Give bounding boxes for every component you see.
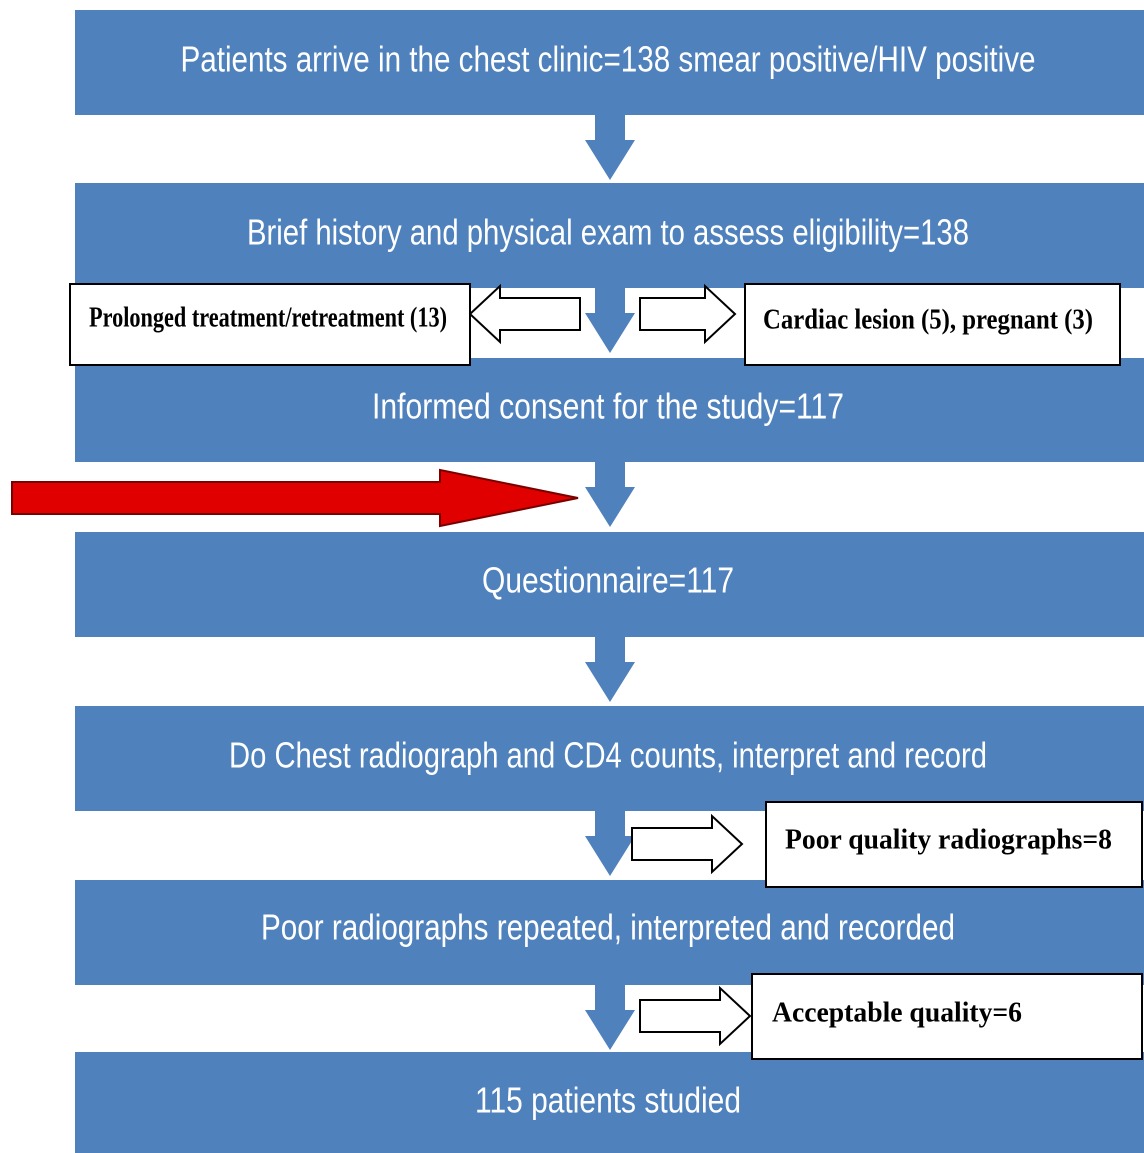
hollow-arrows — [468, 283, 752, 1047]
step-label: Brief history and physical exam to asses… — [247, 212, 969, 253]
side-boxes — [69, 283, 1143, 1060]
side-label: Prolonged treatment/retreatment (13) — [89, 302, 447, 333]
step-label: Poor radiographs repeated, interpreted a… — [261, 907, 955, 948]
hollow-arrow — [639, 283, 737, 345]
hollow-arrow — [639, 985, 752, 1047]
step-box — [75, 358, 1144, 462]
side-label: Acceptable quality=6 — [772, 997, 1022, 1028]
hollow-arrow — [631, 813, 744, 875]
side-box — [69, 283, 471, 366]
step-label: Questionnaire=117 — [482, 560, 734, 601]
red-arrow — [11, 468, 579, 528]
step-label: Informed consent for the study=117 — [372, 386, 844, 427]
step-box — [75, 1052, 1144, 1153]
down-arrow — [585, 462, 635, 527]
side-box — [744, 283, 1121, 366]
down-arrows — [585, 115, 635, 1050]
step-label: Do Chest radiograph and CD4 counts, inte… — [229, 735, 987, 776]
side-label: Cardiac lesion (5), pregnant (3) — [763, 304, 1093, 335]
step-box — [75, 10, 1144, 115]
step-label: Patients arrive in the chest clinic=138 … — [181, 39, 1036, 80]
step-label: 115 patients studied — [475, 1080, 741, 1121]
hollow-arrow — [468, 283, 581, 345]
down-arrow — [585, 985, 635, 1050]
down-arrow — [585, 288, 635, 353]
down-arrow — [585, 637, 635, 702]
side-box — [751, 973, 1143, 1060]
side-box — [765, 801, 1143, 888]
down-arrow — [585, 115, 635, 180]
step-box — [75, 880, 1144, 985]
side-label: Poor quality radiographs=8 — [785, 824, 1112, 855]
step-box — [75, 706, 1144, 811]
blue-boxes — [75, 10, 1144, 1153]
step-box — [75, 532, 1144, 637]
step-box — [75, 183, 1144, 288]
down-arrow — [585, 811, 635, 876]
